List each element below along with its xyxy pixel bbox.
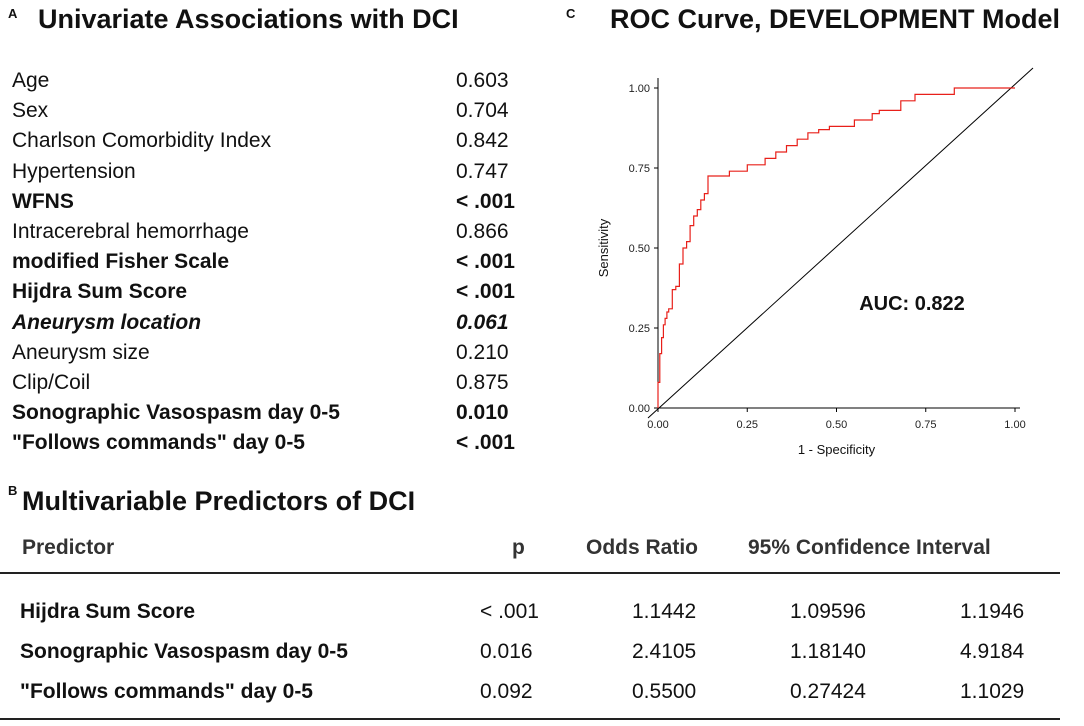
univariate-row: Hijdra Sum Score < .001 — [12, 277, 522, 307]
panel-b-title: Multivariable Predictors of DCI — [22, 486, 416, 516]
panel-a-title: Univariate Associations with DCI — [38, 4, 459, 34]
predictor-name: Hijdra Sum Score — [20, 600, 196, 623]
univariate-row: WFNS < .001 — [12, 187, 522, 217]
y-axis-label: Sensitivity — [596, 218, 611, 277]
univariate-row: Sonographic Vasospasm day 0-5 0.010 — [12, 398, 522, 428]
p-value: < .001 — [456, 431, 515, 455]
ci-low: 0.27424 — [790, 680, 866, 703]
auc-annotation: AUC: 0.822 — [859, 293, 965, 315]
ci-low: 1.09596 — [790, 600, 866, 623]
reference-line — [647, 67, 1034, 419]
roc-chart: 0.00 0.25 0.50 0.75 1.00 0.00 0.25 0.50 0.75 1.00… — [596, 67, 1034, 457]
p-value: < .001 — [456, 189, 515, 213]
univariate-row: modified Fisher Scale < .001 — [12, 247, 522, 277]
y-tick-label: 1.00 — [629, 83, 650, 95]
univariate-row: "Follows commands" day 0-5 < .001 — [12, 428, 522, 458]
odds-ratio: 1.1442 — [632, 600, 697, 623]
p-value: 0.210 — [456, 340, 509, 364]
panel-c-title: ROC Curve, DEVELOPMENT Model — [610, 4, 1061, 34]
p-value: < .001 — [480, 600, 539, 623]
header-ci: 95% Confidence Interval — [748, 536, 991, 559]
panel-a-letter: A — [8, 6, 18, 21]
p-value: 0.842 — [456, 129, 509, 153]
p-value: 0.704 — [456, 99, 509, 123]
y-tick-label: 0.25 — [629, 323, 650, 335]
table-row: Sonographic Vasospasm day 0-5 0.016 2.4105… — [0, 640, 1060, 670]
y-tick-label: 0.00 — [629, 403, 650, 415]
odds-ratio: 2.4105 — [632, 640, 697, 663]
roc-curve — [657, 87, 1015, 408]
x-tick-label: 0.50 — [826, 419, 847, 431]
x-tick-label: 0.25 — [737, 419, 758, 431]
header-odds-ratio: Odds Ratio — [586, 536, 699, 559]
univariate-row: Age 0.603 — [12, 66, 522, 96]
p-value: 0.866 — [456, 220, 509, 244]
variable-label: Intracerebral hemorrhage — [12, 220, 249, 244]
univariate-row: Sex 0.704 — [12, 96, 522, 126]
predictor-name: "Follows commands" day 0-5 — [20, 680, 313, 703]
p-value: 0.010 — [456, 401, 509, 425]
univariate-row: Hypertension 0.747 — [12, 157, 522, 187]
variable-label: Aneurysm size — [12, 340, 150, 364]
variable-label: WFNS — [12, 189, 74, 213]
p-value: < .001 — [456, 280, 515, 304]
ci-high: 4.9184 — [960, 640, 1025, 663]
panel-b-letter: B — [8, 483, 18, 498]
variable-label: Sex — [12, 99, 49, 123]
x-axis-label: 1 - Specificity — [798, 442, 876, 457]
variable-label: Aneurysm location — [12, 310, 202, 334]
x-tick-label: 0.75 — [915, 419, 936, 431]
variable-label: Hypertension — [12, 159, 136, 183]
y-tick-label: 0.50 — [629, 243, 650, 255]
variable-label: Charlson Comorbidity Index — [12, 129, 272, 153]
univariate-table: Age 0.603 Sex 0.704 Charlson Comorbidity Ind… — [12, 66, 522, 458]
ci-low: 1.18140 — [790, 640, 866, 663]
p-value: 0.747 — [456, 159, 509, 183]
p-value: 0.016 — [480, 640, 533, 663]
header-p: p — [512, 536, 525, 559]
variable-label: Clip/Coil — [12, 370, 91, 394]
variable-label: "Follows commands" day 0-5 — [12, 431, 305, 455]
univariate-row: Clip/Coil 0.875 — [12, 368, 522, 398]
p-value: 0.603 — [456, 69, 509, 93]
odds-ratio: 0.5500 — [632, 680, 697, 703]
y-tick-label: 0.75 — [629, 163, 650, 175]
variable-label: Age — [12, 69, 50, 93]
variable-label: modified Fisher Scale — [12, 250, 230, 274]
ci-high: 1.1029 — [960, 680, 1025, 703]
p-value: 0.061 — [456, 310, 509, 334]
univariate-row: Aneurysm location 0.061 — [12, 308, 522, 338]
header-rule — [0, 572, 1060, 574]
p-value: < .001 — [456, 250, 515, 274]
univariate-row: Intracerebral hemorrhage 0.866 — [12, 217, 522, 247]
variable-label: Sonographic Vasospasm day 0-5 — [12, 401, 340, 425]
predictor-name: Sonographic Vasospasm day 0-5 — [20, 640, 348, 663]
x-tick-label: 0.00 — [647, 419, 668, 431]
bottom-rule — [0, 718, 1060, 720]
p-value: 0.092 — [480, 680, 533, 703]
variable-label: Hijdra Sum Score — [12, 280, 188, 304]
ci-high: 1.1946 — [960, 600, 1025, 623]
univariate-row: Aneurysm size 0.210 — [12, 338, 522, 368]
header-predictor: Predictor — [22, 536, 115, 559]
x-tick-label: 1.00 — [1004, 419, 1025, 431]
panel-c-letter: C — [566, 6, 576, 21]
univariate-row: Charlson Comorbidity Index 0.842 — [12, 126, 522, 156]
table-row: Hijdra Sum Score < .001 1.1442 1.09596 1.194… — [0, 600, 1060, 630]
table-row: "Follows commands" day 0-5 0.092 0.5500 0.2… — [0, 680, 1060, 710]
p-value: 0.875 — [456, 370, 509, 394]
